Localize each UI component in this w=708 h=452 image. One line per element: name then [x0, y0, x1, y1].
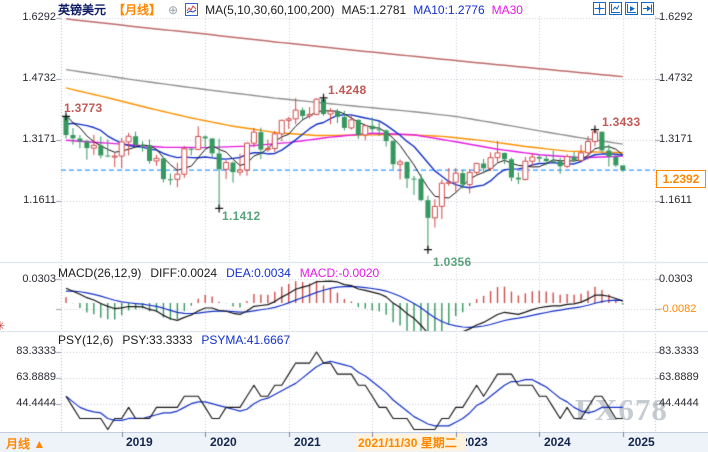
psy-title[interactable]: PSY(12,6) — [58, 333, 114, 347]
psyma-readout: PSYMA:41.6667 — [201, 333, 291, 347]
symbol-name[interactable]: 英镑美元 — [58, 3, 107, 17]
circle-plus-icon[interactable]: ⊕ — [168, 2, 179, 17]
psy-axis-label: 83.3333 — [659, 345, 699, 357]
jump-latest-icon[interactable] — [641, 2, 654, 15]
psy-header: PSY(12,6) PSY:33.3333 PSYMA:41.6667 — [58, 333, 290, 347]
ma30-readout: MA30 — [491, 2, 523, 17]
chart-header: 英镑美元 【月线】 ⊕ MA(5,10,30,60,100,200) MA5:1… — [58, 1, 523, 18]
ma5-readout: MA5:1.2781 — [341, 2, 407, 17]
price-axis-label: 1.4732 — [22, 72, 56, 84]
macd-hist-readout: MACD:-0.0020 — [299, 266, 380, 280]
pivot-low-annotation: 1.1412 — [222, 209, 261, 223]
price-axis-label: 1.3171 — [659, 133, 693, 145]
macd-axis-label: -0.0082 — [659, 303, 697, 315]
pivot-high-annotation: 1.3433 — [602, 115, 641, 129]
zoom-range-icon[interactable] — [609, 2, 622, 15]
macd-axis-label: 0.0303 — [659, 273, 693, 285]
pivot-low-annotation: 1.0356 — [433, 255, 472, 269]
year-label: 2025 — [628, 435, 655, 449]
price-axis-label: 1.6292 — [659, 11, 693, 23]
price-axis-label: 1.1611 — [659, 194, 692, 206]
pan-crosshair-icon[interactable] — [593, 2, 606, 15]
psy-axis-label: 44.4444 — [659, 397, 699, 409]
price-axis-label: 1.1611 — [23, 194, 56, 206]
macd-diff-readout: DIFF:0.0024 — [150, 266, 218, 280]
year-label: 2021 — [294, 435, 321, 449]
current-price-tag: 1.2392 — [656, 170, 706, 188]
macd-title[interactable]: MACD(26,12,9) — [58, 266, 142, 280]
selected-date-label: 2021/11/30 星期二 — [356, 434, 466, 451]
watermark: FX678 — [575, 392, 668, 427]
chart-toolbar — [593, 2, 654, 15]
psy-axis-label: 44.4444 — [16, 397, 56, 409]
macd-header: MACD(26,12,9) DIFF:0.0024 DEA:0.0034 MAC… — [58, 266, 379, 280]
psy-axis-label: 83.3333 — [16, 345, 56, 357]
panel-settings-icon[interactable]: ✳ — [0, 319, 6, 333]
ma10-readout: MA10:1.2776 — [413, 2, 485, 17]
year-label: 2019 — [126, 435, 153, 449]
price-axis-label: 1.4732 — [659, 72, 693, 84]
psy-readout: PSY:33.3333 — [122, 333, 193, 347]
ma-settings-label[interactable]: MA(5,10,30,60,100,200) — [205, 2, 335, 17]
macd-axis-label: 0.0303 — [22, 273, 56, 285]
psy-axis-label: 63.8889 — [659, 371, 699, 383]
time-axis-bar: 月线 ▲ 2019 2020 2021 2023 2024 2025 2021/… — [0, 432, 708, 452]
pivot-high-annotation: 1.3773 — [64, 101, 103, 115]
period-selector[interactable]: 月线 ▲ — [6, 437, 46, 451]
year-label: 2024 — [544, 435, 571, 449]
price-axis-label: 1.3171 — [22, 133, 56, 145]
pivot-high-annotation: 1.4248 — [328, 83, 367, 97]
macd-dea-readout: DEA:0.0034 — [226, 266, 291, 280]
psy-axis-label: 63.8889 — [16, 371, 56, 383]
period-tag[interactable]: 【月线】 — [113, 3, 162, 17]
year-label: 2020 — [210, 435, 237, 449]
indicator-chart-icon[interactable] — [185, 3, 199, 16]
price-axis-label: 1.6292 — [22, 11, 56, 23]
play-forward-icon[interactable] — [625, 2, 638, 15]
